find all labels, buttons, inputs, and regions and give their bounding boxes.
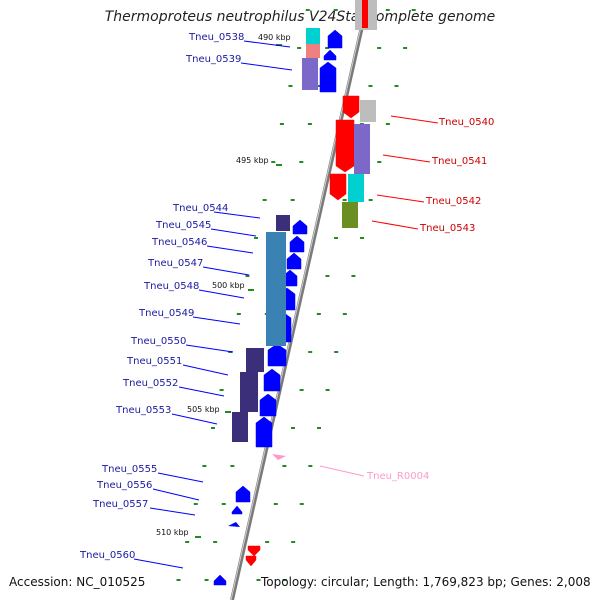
tick-label: 490 kbp [258,33,291,42]
gene-label-tneu_0549: Tneu_0549 [138,308,194,319]
gene-label-tneu_0544: Tneu_0544 [172,203,228,214]
gene-label-tneu_0546: Tneu_0546 [151,237,207,248]
gene-arrow-forward [213,574,227,586]
cog-block [306,28,320,44]
gene-label-tneu_0551: Tneu_0551 [126,356,182,367]
gene-label-tneu_0560: Tneu_0560 [79,550,135,561]
leader-line [171,413,218,425]
gene-arrow-forward [292,219,308,235]
gene-arrow-forward [255,416,273,448]
cog-block [232,412,248,442]
gene-arrow-forward [286,252,302,270]
leader-line [210,228,257,237]
accession-label: Accession: NC_010525 [9,575,146,589]
gene-label-tneu_0539: Tneu_0539 [185,54,241,65]
rna-gene-mark [272,454,286,460]
leader-line [185,344,234,353]
leader-line [133,558,184,569]
leader-line [178,386,225,397]
leader-line [192,316,241,325]
leader-line [382,154,431,163]
cog-block [354,124,370,174]
tick-label: 500 kbp [212,281,245,290]
cog-block [342,202,358,228]
genome-title: Thermoproteus neutrophilus V24Sta, compl… [104,9,496,25]
cog-block [306,44,320,58]
gene-label-tneu_0553: Tneu_0553 [115,405,171,416]
gene-arrow-forward [267,343,287,367]
leader-line [240,62,293,71]
gene-arrow-forward [235,485,251,503]
cog-block [348,174,364,202]
gene-label-tneu_0540: Tneu_0540 [438,117,494,128]
tick-label: 505 kbp [187,405,220,414]
gene-arrow-forward [228,522,240,527]
gene-arrow-reverse [329,173,347,201]
cog-block [362,0,368,28]
gene-arrow-forward [263,368,281,392]
cog-block [266,232,286,346]
gene-label-tneu_0557: Tneu_0557 [92,499,148,510]
gene-label-tneu_0543: Tneu_0543 [419,223,475,234]
gene-label-tneu_0542: Tneu_0542 [425,196,481,207]
leader-line [213,211,261,219]
gene-arrow-forward [259,393,277,417]
leader-line [319,465,365,477]
gene-label-tneu_0541: Tneu_0541 [431,156,487,167]
gene-arrow-forward [327,29,343,49]
leader-line [198,289,245,299]
gene-label-tneu_0547: Tneu_0547 [147,258,203,269]
leader-line [152,488,200,501]
tick-label: 510 kbp [156,528,189,537]
gene-label-tneu_0548: Tneu_0548 [143,281,199,292]
cog-block [246,348,264,372]
leader-line [376,194,425,203]
gene-arrow-forward [289,235,305,253]
leader-line [206,245,254,254]
gene-label-tneu_0556: Tneu_0556 [96,480,152,491]
gene-arrow-reverse [335,119,355,173]
gene-label-tneu_0550: Tneu_0550 [130,336,186,347]
cog-block [276,215,290,231]
gene-arrow-forward [231,505,243,515]
gene-arrow-forward [323,49,337,61]
gene-arrow-forward [319,61,337,93]
gene-label-tneu_0545: Tneu_0545 [155,220,211,231]
backbone-axis [230,0,370,600]
leader-line [182,364,229,376]
leader-line [390,115,439,124]
gene-label-tneu_r0004: Tneu_R0004 [366,471,429,482]
cog-block [240,372,258,412]
gene-arrow-reverse [247,545,261,557]
leader-line [157,472,204,483]
gene-arrow-reverse [342,95,360,119]
leader-line [149,507,196,516]
leader-line [371,220,419,230]
genome-summary: Topology: circular; Length: 1,769,823 bp… [261,575,591,589]
gene-label-tneu_0538: Tneu_0538 [188,32,244,43]
cog-block [302,58,318,90]
backbone-highlight [230,0,368,600]
tick-label: 495 kbp [236,156,269,165]
gene-arrow-reverse [245,555,257,567]
gene-label-tneu_0555: Tneu_0555 [101,464,157,475]
leader-line [202,266,250,276]
gene-label-tneu_0552: Tneu_0552 [122,378,178,389]
cog-block [360,100,376,122]
leader-line [243,40,291,48]
